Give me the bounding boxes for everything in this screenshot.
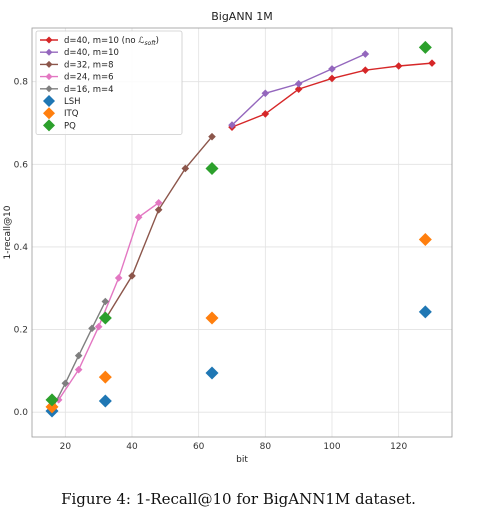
series-1 <box>228 50 370 129</box>
data-point <box>114 274 123 282</box>
data-point <box>261 89 270 98</box>
legend-marker <box>45 73 53 81</box>
data-point <box>418 233 432 247</box>
data-point <box>418 305 432 319</box>
data-point <box>294 85 303 93</box>
legend-entry: d=32, m=8 <box>64 60 114 70</box>
y-tick-label: 0.6 <box>14 160 29 170</box>
data-point <box>98 311 112 325</box>
legend-box <box>35 30 183 135</box>
data-point <box>361 50 370 58</box>
data-point <box>45 400 59 414</box>
legend-marker <box>43 119 55 132</box>
data-point <box>205 366 219 380</box>
data-point <box>261 110 270 118</box>
legend-entry-close: ) <box>156 36 159 46</box>
legend-entry: d=16, m=4 <box>64 85 114 95</box>
data-point <box>54 396 63 404</box>
y-axis-label: 1-recall@10 <box>3 205 13 259</box>
data-point <box>294 79 303 88</box>
data-point <box>328 74 336 83</box>
series-line <box>58 202 160 401</box>
legend-marker <box>45 85 53 93</box>
series-7 <box>45 40 432 407</box>
data-point <box>428 59 436 67</box>
series-3 <box>54 198 163 404</box>
x-tick-label: 40 <box>126 442 138 452</box>
legend-entry: ITQ <box>64 109 79 119</box>
data-point <box>154 198 163 207</box>
figure-caption: Figure 4: 1-Recall@10 for BigANN1M datas… <box>61 490 416 508</box>
x-axis-label: bit <box>236 455 248 465</box>
data-point <box>101 297 110 306</box>
legend-entry: d=24, m=6 <box>64 73 114 83</box>
legend-entry: PQ <box>64 121 76 131</box>
chart-title: BigANN 1M <box>211 10 273 23</box>
ticks: 20 40 60 80 100 120 0.0 0.2 0.4 0.6 0.8 <box>14 78 408 452</box>
x-tick-label: 60 <box>193 442 205 452</box>
legend-entry-subscript: soft <box>144 40 156 47</box>
y-tick-label: 0.2 <box>14 326 28 336</box>
series-6 <box>45 233 432 414</box>
legend-entry: LSH <box>64 97 81 107</box>
data-point <box>394 62 403 70</box>
legend: d=40, m=10 (no ℒsoft)d=40, m=10 d=32, m=8… <box>35 30 183 135</box>
data-point <box>361 66 370 74</box>
x-tick-label: 100 <box>323 442 340 452</box>
data-point <box>61 379 70 388</box>
data-point <box>45 393 59 407</box>
series-4 <box>48 297 110 414</box>
x-tick-label: 120 <box>390 442 407 452</box>
data-point <box>74 365 83 374</box>
plot-area <box>31 27 453 438</box>
series-layer <box>45 40 436 418</box>
y-tick-label: 0.4 <box>14 243 29 253</box>
data-point <box>328 65 336 73</box>
y-tick-label: 0.8 <box>14 78 29 88</box>
data-point <box>418 40 432 54</box>
y-tick-label: 0.0 <box>14 408 29 418</box>
data-point <box>94 322 103 331</box>
legend-marker <box>45 36 53 44</box>
data-point <box>128 272 136 280</box>
legend-marker <box>45 48 53 56</box>
legend-entry-math: ℒ <box>138 36 144 46</box>
x-tick-label: 80 <box>260 442 272 452</box>
legend-marker <box>45 60 53 68</box>
legend-entry: d=40, m=10 (no ℒsoft) <box>64 36 159 47</box>
data-point <box>134 213 143 222</box>
data-point <box>98 370 112 384</box>
series-5 <box>45 305 432 418</box>
data-point <box>154 205 163 214</box>
data-point <box>74 351 83 360</box>
data-point <box>205 161 219 175</box>
legend-marker <box>43 95 55 107</box>
data-point <box>98 394 112 408</box>
legend-entry: d=40, m=10 <box>64 48 119 58</box>
data-point <box>228 121 236 129</box>
legend-marker <box>43 107 55 120</box>
data-point <box>181 164 190 173</box>
data-point <box>88 324 96 333</box>
data-point <box>205 311 219 325</box>
data-point <box>208 132 216 141</box>
x-tick-label: 20 <box>60 442 72 452</box>
